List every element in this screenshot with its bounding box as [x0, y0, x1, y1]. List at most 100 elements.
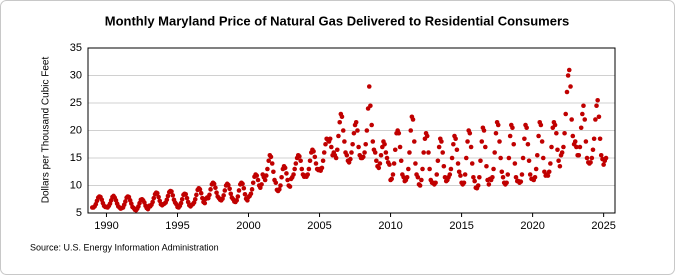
- point: [404, 174, 410, 180]
- point: [532, 174, 538, 180]
- point: [291, 172, 296, 177]
- point: [519, 172, 525, 177]
- point: [333, 155, 339, 161]
- point: [369, 122, 374, 128]
- point: [566, 67, 572, 73]
- point: [240, 181, 245, 187]
- point: [178, 200, 184, 206]
- point: [211, 181, 217, 187]
- point: [576, 152, 582, 158]
- point: [524, 125, 529, 131]
- point: [484, 163, 489, 169]
- point: [518, 179, 524, 184]
- point: [297, 154, 302, 159]
- point: [150, 199, 155, 205]
- point: [278, 183, 283, 188]
- y-tick-label: 30: [70, 69, 82, 81]
- point: [336, 133, 341, 139]
- point: [577, 144, 583, 150]
- point: [581, 103, 586, 109]
- point: [498, 155, 503, 161]
- point: [478, 158, 483, 164]
- point: [505, 172, 511, 177]
- point: [242, 192, 248, 197]
- point: [539, 139, 545, 144]
- point: [561, 144, 566, 150]
- point: [305, 172, 311, 177]
- point: [207, 192, 212, 198]
- point: [507, 133, 513, 139]
- point: [151, 195, 157, 201]
- point: [574, 144, 579, 150]
- point: [351, 130, 357, 136]
- point: [584, 155, 590, 161]
- point: [593, 117, 598, 122]
- x-tick-label: 2025: [591, 220, 615, 232]
- point: [598, 152, 604, 158]
- point: [313, 161, 319, 166]
- point: [320, 158, 326, 164]
- point: [312, 154, 318, 160]
- point: [582, 117, 588, 122]
- point: [368, 103, 373, 109]
- point: [497, 139, 502, 144]
- point: [360, 154, 366, 160]
- point: [439, 139, 444, 144]
- point: [356, 144, 361, 150]
- point: [411, 139, 417, 144]
- point: [557, 163, 563, 169]
- point: [268, 154, 274, 160]
- x-tick-label: 2010: [378, 220, 402, 232]
- point: [319, 165, 325, 171]
- point: [362, 150, 367, 155]
- point: [263, 173, 269, 178]
- point: [235, 194, 241, 199]
- point: [329, 144, 334, 150]
- point: [407, 150, 412, 155]
- point: [384, 155, 390, 161]
- point: [461, 180, 467, 186]
- point: [408, 128, 414, 133]
- point: [344, 152, 350, 158]
- point: [214, 190, 219, 195]
- point: [364, 128, 370, 133]
- point: [366, 84, 372, 89]
- point: [527, 172, 533, 177]
- point: [462, 172, 468, 177]
- point: [472, 178, 477, 184]
- point: [197, 187, 203, 192]
- point: [227, 186, 232, 192]
- point: [398, 158, 404, 164]
- point: [370, 139, 376, 144]
- point: [208, 187, 213, 192]
- point: [465, 139, 470, 144]
- point: [383, 150, 389, 155]
- point: [349, 150, 354, 155]
- point: [569, 117, 574, 122]
- point: [486, 182, 492, 187]
- point: [568, 84, 573, 89]
- point: [546, 169, 552, 175]
- point: [555, 147, 560, 153]
- point: [389, 176, 394, 182]
- point: [510, 125, 515, 131]
- point: [572, 139, 578, 144]
- point: [255, 177, 261, 183]
- point: [513, 174, 519, 180]
- point: [241, 185, 247, 191]
- point: [298, 158, 303, 164]
- point: [156, 194, 161, 200]
- point: [562, 130, 567, 136]
- point: [284, 171, 289, 176]
- point: [483, 144, 488, 150]
- point: [554, 130, 559, 136]
- point: [479, 139, 485, 144]
- point: [453, 136, 458, 142]
- point: [578, 125, 584, 131]
- chart-title: Monthly Maryland Price of Natural Gas De…: [105, 13, 570, 28]
- point: [340, 128, 346, 133]
- point: [420, 166, 425, 172]
- point: [506, 155, 512, 161]
- point: [492, 150, 497, 155]
- point: [179, 196, 185, 202]
